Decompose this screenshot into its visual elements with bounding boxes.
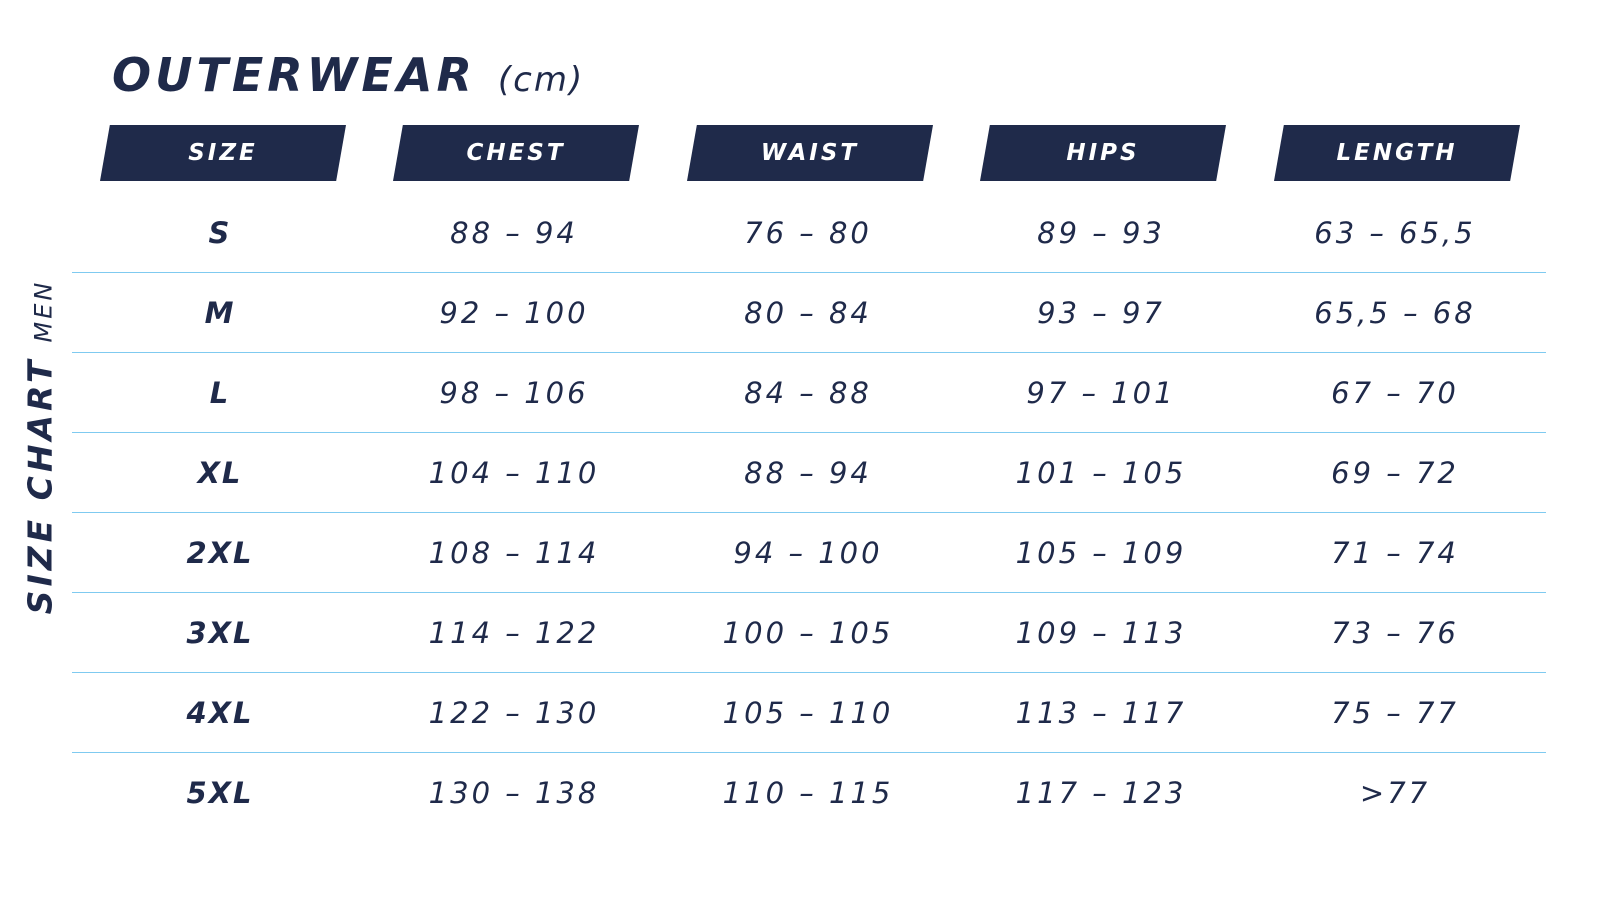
- waist-cell: 94 – 100: [733, 536, 883, 570]
- chest-cell: 104 – 110: [428, 456, 600, 490]
- waist-cell: 100 – 105: [722, 616, 894, 650]
- table-header: SIZE CHEST WAIST HIPS LENGTH: [0, 125, 1600, 181]
- size-cell: 4XL: [186, 696, 254, 730]
- table-row: 3XL 114 – 122 100 – 105 109 – 113 73 – 7…: [72, 593, 1546, 673]
- chest-cell: 122 – 130: [428, 696, 600, 730]
- table-row: L 98 – 106 84 – 88 97 – 101 67 – 70: [72, 353, 1546, 433]
- table-row: XL 104 – 110 88 – 94 101 – 105 69 – 72: [72, 433, 1546, 513]
- side-label-main: SIZE CHART: [20, 356, 60, 615]
- column-header-label: WAIST: [760, 140, 860, 166]
- size-cell: L: [209, 376, 231, 410]
- chest-cell: 98 – 106: [439, 376, 589, 410]
- page-title: OUTERWEAR (cm): [112, 48, 584, 108]
- length-cell: 73 – 76: [1331, 616, 1459, 650]
- table-row: 4XL 122 – 130 105 – 110 113 – 117 75 – 7…: [72, 673, 1546, 753]
- waist-cell: 76 – 80: [744, 216, 872, 250]
- waist-cell: 88 – 94: [744, 456, 872, 490]
- hips-cell: 109 – 113: [1015, 616, 1187, 650]
- side-label-sub: MEN: [29, 279, 58, 343]
- table-row: M 92 – 100 80 – 84 93 – 97 65,5 – 68: [72, 273, 1546, 353]
- hips-cell: 93 – 97: [1037, 296, 1165, 330]
- table-row: S 88 – 94 76 – 80 89 – 93 63 – 65,5: [72, 193, 1546, 273]
- size-cell: M: [204, 296, 236, 330]
- column-header-label: CHEST: [466, 140, 566, 166]
- length-cell: 69 – 72: [1331, 456, 1459, 490]
- column-header-size: SIZE: [100, 125, 346, 181]
- hips-cell: 89 – 93: [1037, 216, 1165, 250]
- size-cell: 2XL: [186, 536, 254, 570]
- size-cell: S: [208, 216, 232, 250]
- side-label: SIZE CHART MEN: [21, 280, 60, 615]
- length-cell: >77: [1359, 776, 1431, 810]
- length-cell: 75 – 77: [1331, 696, 1459, 730]
- waist-cell: 110 – 115: [722, 776, 894, 810]
- waist-cell: 80 – 84: [744, 296, 872, 330]
- length-cell: 65,5 – 68: [1314, 296, 1476, 330]
- table-row: 2XL 108 – 114 94 – 100 105 – 109 71 – 74: [72, 513, 1546, 593]
- chest-cell: 92 – 100: [439, 296, 589, 330]
- hips-cell: 97 – 101: [1026, 376, 1176, 410]
- size-cell: XL: [197, 456, 243, 490]
- column-header-label: SIZE: [188, 140, 258, 166]
- hips-cell: 101 – 105: [1015, 456, 1187, 490]
- table-row: 5XL 130 – 138 110 – 115 117 – 123 >77: [72, 753, 1546, 833]
- title-unit: (cm): [497, 60, 585, 100]
- length-cell: 67 – 70: [1331, 376, 1459, 410]
- column-header-chest: CHEST: [393, 125, 639, 181]
- length-cell: 71 – 74: [1331, 536, 1459, 570]
- hips-cell: 113 – 117: [1015, 696, 1187, 730]
- chest-cell: 114 – 122: [428, 616, 600, 650]
- title-main: OUTERWEAR: [112, 48, 476, 102]
- length-cell: 63 – 65,5: [1314, 216, 1476, 250]
- column-header-waist: WAIST: [687, 125, 933, 181]
- size-cell: 3XL: [186, 616, 254, 650]
- column-header-length: LENGTH: [1274, 125, 1520, 181]
- hips-cell: 117 – 123: [1015, 776, 1187, 810]
- column-header-label: LENGTH: [1336, 140, 1458, 166]
- chest-cell: 88 – 94: [450, 216, 578, 250]
- waist-cell: 84 – 88: [744, 376, 872, 410]
- waist-cell: 105 – 110: [722, 696, 894, 730]
- chest-cell: 108 – 114: [428, 536, 600, 570]
- column-header-hips: HIPS: [980, 125, 1226, 181]
- table-body: S 88 – 94 76 – 80 89 – 93 63 – 65,5 M 92…: [72, 193, 1546, 833]
- size-cell: 5XL: [186, 776, 254, 810]
- column-header-label: HIPS: [1066, 140, 1140, 166]
- hips-cell: 105 – 109: [1015, 536, 1187, 570]
- chest-cell: 130 – 138: [428, 776, 600, 810]
